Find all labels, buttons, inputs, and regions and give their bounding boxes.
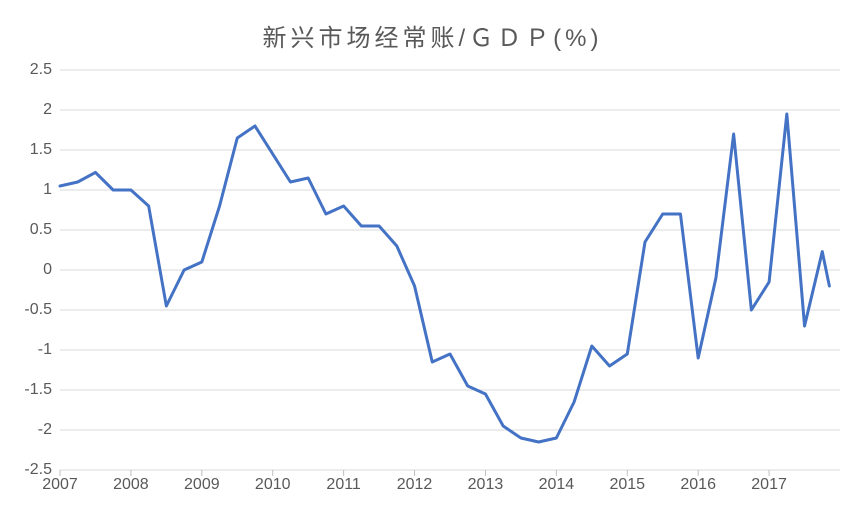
chart-container: 新兴市场经常账/ＧＤＰ(%) -2.5-2-1.5-1-0.500.511.52… (0, 0, 865, 519)
y-tick-label: 1 (43, 181, 60, 199)
x-tick-label: 2015 (609, 470, 645, 494)
x-tick-label: 2013 (468, 470, 504, 494)
y-tick-label: 2.5 (30, 61, 60, 79)
x-tick-label: 2007 (42, 470, 78, 494)
x-tick-label: 2008 (113, 470, 149, 494)
x-tick-label: 2014 (539, 470, 575, 494)
x-tick-label: 2012 (397, 470, 433, 494)
x-tick-label: 2009 (184, 470, 220, 494)
y-tick-label: -1.5 (24, 381, 60, 399)
y-tick-label: -1 (38, 341, 60, 359)
y-tick-label: 0 (43, 261, 60, 279)
y-tick-label: 2 (43, 101, 60, 119)
x-tick-label: 2011 (326, 470, 360, 494)
y-tick-label: -2 (38, 421, 60, 439)
y-tick-label: 1.5 (30, 141, 60, 159)
plot-area: -2.5-2-1.5-1-0.500.511.522.5200720082009… (60, 70, 840, 470)
x-tick-label: 2016 (680, 470, 716, 494)
x-tick-label: 2010 (255, 470, 291, 494)
y-tick-label: 0.5 (30, 221, 60, 239)
plot-svg (60, 70, 840, 470)
x-tick-label: 2017 (751, 470, 787, 494)
series-line (60, 114, 829, 442)
y-tick-label: -0.5 (24, 301, 60, 319)
chart-title: 新兴市场经常账/ＧＤＰ(%) (0, 18, 865, 53)
